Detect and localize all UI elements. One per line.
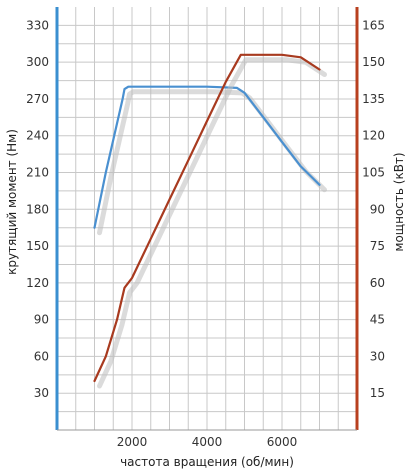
tick-labels: 30 60 90 120 150 180 210 240 270 300 330 15 30 45 60 75… — [26, 18, 385, 449]
right-tick-label: 15 — [370, 386, 385, 400]
left-tick-label: 180 — [26, 202, 49, 216]
x-tick-label: 6000 — [267, 435, 298, 449]
x-tick-label: 2000 — [117, 435, 148, 449]
power-line — [93, 53, 321, 383]
right-tick-label: 75 — [370, 239, 385, 253]
power-line-shadow — [97, 57, 327, 389]
series — [93, 53, 327, 389]
right-tick-label: 165 — [362, 18, 385, 32]
grid — [57, 7, 357, 430]
right-tick-label: 120 — [362, 129, 385, 143]
right-tick-label: 45 — [370, 313, 385, 327]
left-tick-label: 210 — [26, 166, 49, 180]
left-tick-label: 30 — [34, 386, 49, 400]
right-tick-label: 30 — [370, 349, 385, 363]
right-axis-label: мощность (кВт) — [392, 152, 406, 251]
torque-line — [93, 85, 321, 229]
left-tick-label: 330 — [26, 18, 49, 32]
left-axis-label: крутящий момент (Нм) — [5, 129, 19, 275]
left-tick-label: 60 — [34, 349, 49, 363]
left-tick-label: 120 — [26, 276, 49, 290]
left-tick-label: 270 — [26, 92, 49, 106]
right-tick-label: 150 — [362, 55, 385, 69]
right-tick-label: 105 — [362, 166, 385, 180]
x-tick-label: 4000 — [192, 435, 223, 449]
axes — [55, 7, 359, 431]
x-axis-label: частота вращения (об/мин) — [120, 455, 294, 469]
left-tick-label: 300 — [26, 55, 49, 69]
right-tick-label: 90 — [370, 202, 385, 216]
left-tick-label: 240 — [26, 129, 49, 143]
left-tick-label: 90 — [34, 313, 49, 327]
right-tick-label: 60 — [370, 276, 385, 290]
right-tick-label: 135 — [362, 92, 385, 106]
left-tick-label: 150 — [26, 239, 49, 253]
